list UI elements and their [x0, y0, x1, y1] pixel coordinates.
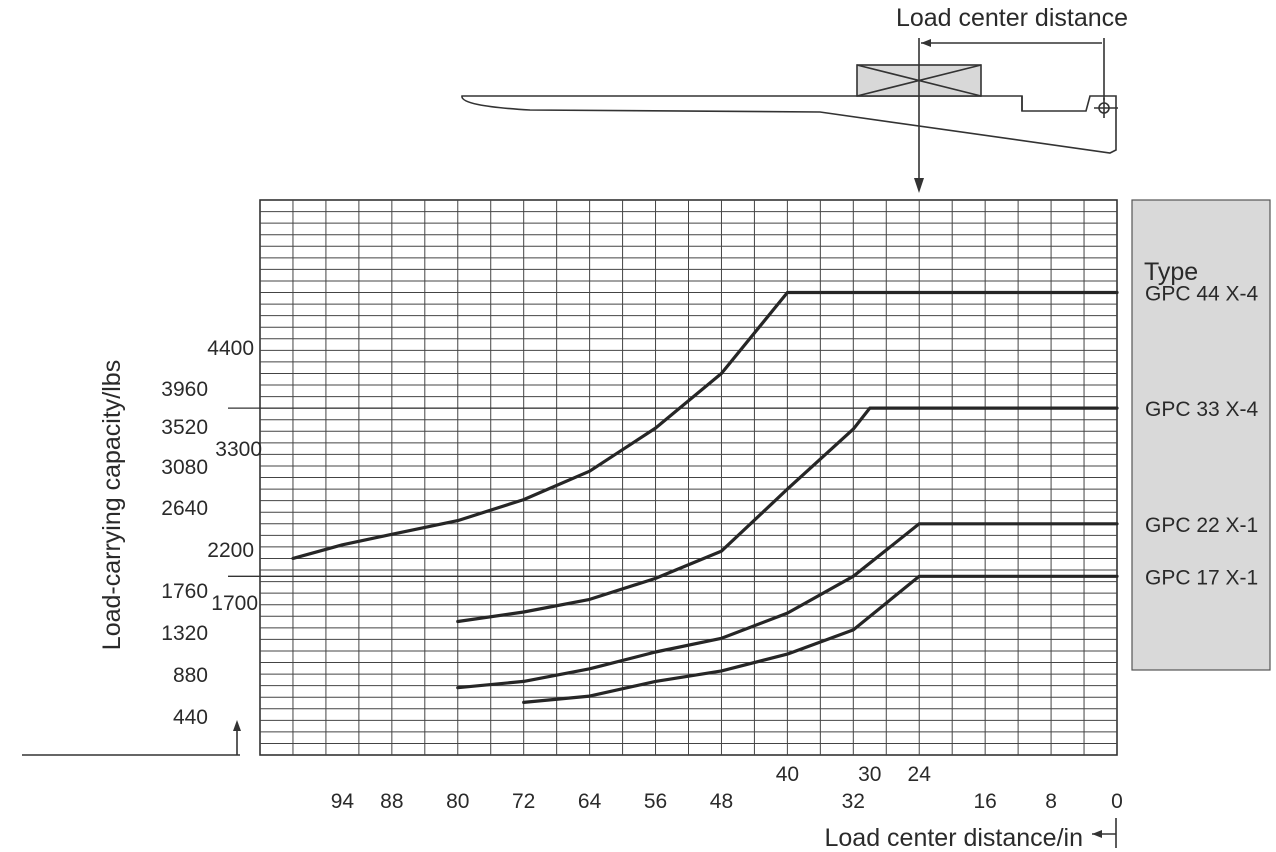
x-tick-label: 0	[1111, 790, 1123, 813]
x-axis-title: Load center distance/in	[824, 824, 1083, 852]
y-tick-label: 2200	[207, 539, 254, 562]
reference-lines	[228, 407, 1117, 577]
x-tick-label: 94	[331, 790, 355, 813]
x-tick-label: 30	[858, 763, 881, 786]
x-tick-label: 88	[380, 790, 403, 813]
top-distance-label: Load center distance	[896, 4, 1128, 32]
y-tick-label: 3300	[215, 438, 262, 461]
y-tick-label: 440	[173, 706, 208, 729]
y-tick-label: 1320	[161, 622, 208, 645]
legend-box	[1131, 199, 1271, 671]
fork-diagram	[461, 38, 1118, 193]
y-tick-label: 3960	[161, 378, 208, 401]
x-tick-label: 8	[1045, 790, 1057, 813]
series-line-3	[456, 522, 1119, 690]
x-tick-label: 72	[512, 790, 535, 813]
legend-entry-4: GPC 17 X-1	[1145, 566, 1258, 589]
chart-grid	[259, 199, 1118, 756]
x-tick-label: 40	[776, 763, 799, 786]
legend-entry-3: GPC 22 X-1	[1145, 514, 1258, 537]
series-line-1	[291, 290, 1119, 561]
x-tick-label: 64	[578, 790, 602, 813]
legend-entry-2: GPC 33 X-4	[1145, 398, 1259, 421]
x-tick-label: 56	[644, 790, 667, 813]
legend-labels: GPC 44 X-4 GPC 33 X-4 GPC 22 X-1 GPC 17 X-1	[1145, 283, 1259, 590]
x-tick-label: 32	[842, 790, 865, 813]
y-tick-label: 4400	[207, 337, 254, 360]
y-axis-arrow	[22, 720, 241, 756]
x-tick-label: 16	[973, 790, 996, 813]
legend-entry-1: GPC 44 X-4	[1145, 283, 1259, 306]
y-tick-label: 3080	[161, 456, 208, 479]
x-tick-labels: 94 88 80 72 64 56 48 32 16 8 040 30 24	[331, 763, 1123, 813]
y-tick-label: 880	[173, 664, 208, 687]
y-tick-label: 2640	[161, 497, 208, 520]
y-tick-label: 1700	[211, 592, 258, 615]
y-tick-label: 3520	[161, 416, 208, 439]
series-line-2	[456, 406, 1119, 624]
y-axis-title: Load-carrying capacity/lbs	[98, 360, 126, 650]
x-tick-label: 48	[710, 790, 733, 813]
y-tick-labels: 4400 3960 3520 3300 3080 2640 2200 176017001320…	[161, 337, 262, 729]
x-axis-arrow	[1092, 818, 1117, 848]
series-line-4	[522, 574, 1119, 705]
x-tick-label: 24	[908, 763, 932, 786]
y-tick-label: 1760	[161, 580, 208, 603]
x-tick-label: 80	[446, 790, 469, 813]
series-group	[291, 290, 1119, 705]
legend-title: Type	[1144, 258, 1198, 286]
